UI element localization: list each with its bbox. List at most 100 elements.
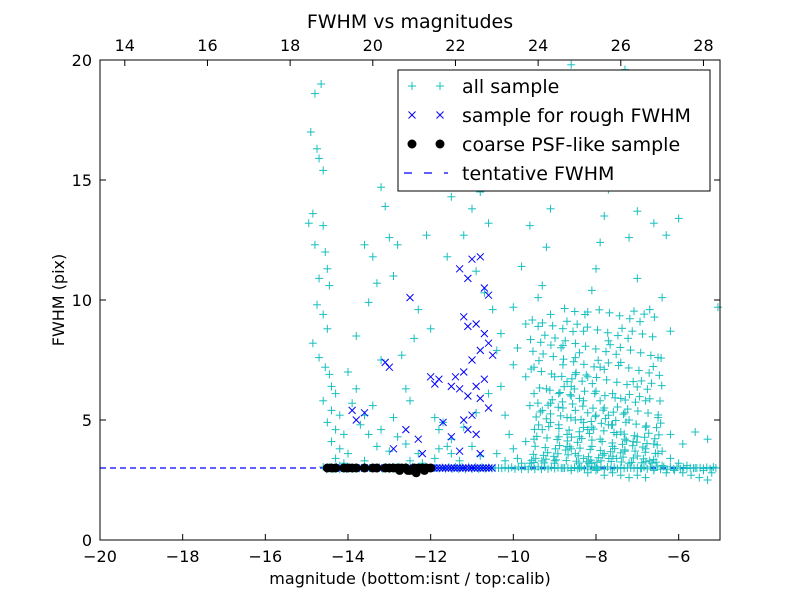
all-sample-point: [638, 443, 647, 452]
psf-sample-point: [403, 465, 413, 475]
top-x-tick-label: 18: [280, 36, 300, 55]
all-sample-point: [575, 348, 584, 357]
all-sample-point: [707, 468, 716, 477]
all-sample-point: [410, 334, 419, 343]
all-sample-point: [534, 293, 543, 302]
top-x-tick-label: 16: [197, 36, 217, 55]
all-sample-point: [616, 394, 625, 403]
all-sample-point: [530, 425, 539, 434]
rough-sample-point: [418, 449, 427, 458]
legend-marker-all-sample: [436, 82, 444, 90]
rough-sample-point: [426, 372, 435, 381]
psf-sample-point: [360, 463, 370, 473]
all-sample-point: [385, 447, 394, 456]
all-sample-point: [687, 471, 696, 480]
all-sample-point: [553, 449, 562, 458]
all-sample-point: [617, 457, 626, 466]
all-sample-point: [651, 449, 660, 458]
all-sample-point: [621, 418, 630, 427]
all-sample-point: [521, 372, 530, 381]
all-sample-point: [530, 458, 539, 467]
all-sample-point: [703, 476, 712, 484]
all-sample-point: [546, 310, 555, 319]
all-sample-point: [360, 456, 369, 465]
all-sample-point: [317, 80, 326, 88]
all-sample-point: [638, 329, 647, 338]
all-sample-point: [372, 279, 381, 288]
x-tick-label: −12: [414, 547, 448, 566]
all-sample-point: [525, 401, 534, 410]
all-sample-point: [642, 439, 651, 448]
all-sample-point: [592, 264, 600, 273]
all-sample-point: [587, 423, 596, 432]
all-sample-point: [598, 451, 607, 460]
all-sample-point: [563, 436, 572, 445]
all-sample-point: [565, 442, 574, 451]
rough-sample-point: [459, 416, 468, 424]
all-sample-point: [605, 308, 614, 317]
all-sample-point: [335, 411, 344, 420]
rough-sample-point: [480, 329, 489, 338]
all-sample-point: [501, 456, 510, 465]
rough-sample-point: [472, 430, 480, 439]
all-sample-point: [567, 60, 576, 69]
all-sample-point: [608, 452, 617, 461]
all-sample-point: [414, 449, 423, 458]
all-sample-point: [422, 231, 431, 240]
all-sample-point: [406, 456, 414, 465]
all-sample-point: [315, 274, 324, 283]
all-sample-point: [319, 166, 328, 175]
all-sample-point: [585, 429, 594, 438]
rough-sample-point: [385, 363, 394, 372]
all-sample-point: [327, 406, 336, 415]
all-sample-point: [567, 392, 576, 400]
all-sample-point: [610, 444, 619, 453]
all-sample-point: [430, 454, 439, 463]
psf-sample-point: [395, 465, 405, 475]
all-sample-point: [561, 446, 570, 455]
all-sample-point: [551, 444, 560, 453]
x-tick-label: −18: [166, 547, 200, 566]
x-tick-label: −20: [83, 547, 117, 566]
all-sample-point: [567, 433, 576, 442]
all-sample-point: [325, 370, 334, 379]
all-sample-point: [625, 390, 634, 399]
rough-sample-point: [447, 464, 456, 472]
all-sample-layer: [304, 60, 722, 484]
all-sample-point: [536, 407, 545, 416]
all-sample-point: [306, 128, 315, 136]
all-sample-point: [556, 411, 565, 420]
all-sample-point: [650, 313, 659, 322]
rough-sample-point: [444, 464, 453, 472]
all-sample-point: [613, 402, 622, 411]
rough-sample-point: [459, 368, 468, 376]
all-sample-point: [447, 449, 456, 458]
all-sample-point: [577, 434, 586, 443]
all-sample-point: [608, 389, 617, 398]
all-sample-point: [327, 382, 336, 391]
all-sample-point: [645, 394, 654, 403]
all-sample-point: [616, 343, 625, 352]
all-sample-point: [691, 428, 700, 436]
all-sample-point: [554, 403, 563, 412]
y-tick-label: 15: [72, 171, 92, 190]
all-sample-point: [554, 424, 563, 433]
all-sample-point: [385, 233, 394, 242]
all-sample-point: [527, 365, 536, 374]
all-sample-point: [623, 380, 632, 389]
all-sample-point: [578, 377, 587, 386]
all-sample-point: [566, 390, 575, 399]
all-sample-point: [541, 455, 550, 464]
rough-sample-point: [464, 464, 473, 472]
all-sample-point: [364, 298, 373, 307]
rough-sample-point: [447, 382, 456, 391]
legend-marker-psf-sample: [407, 139, 417, 149]
all-sample-point: [641, 473, 650, 482]
all-sample-point: [579, 423, 588, 432]
all-sample-point: [565, 426, 574, 435]
all-sample-point: [588, 404, 597, 413]
all-sample-point: [571, 339, 580, 348]
all-sample-point: [556, 388, 565, 397]
all-sample-point: [308, 209, 317, 218]
rough-sample-point: [459, 312, 468, 321]
